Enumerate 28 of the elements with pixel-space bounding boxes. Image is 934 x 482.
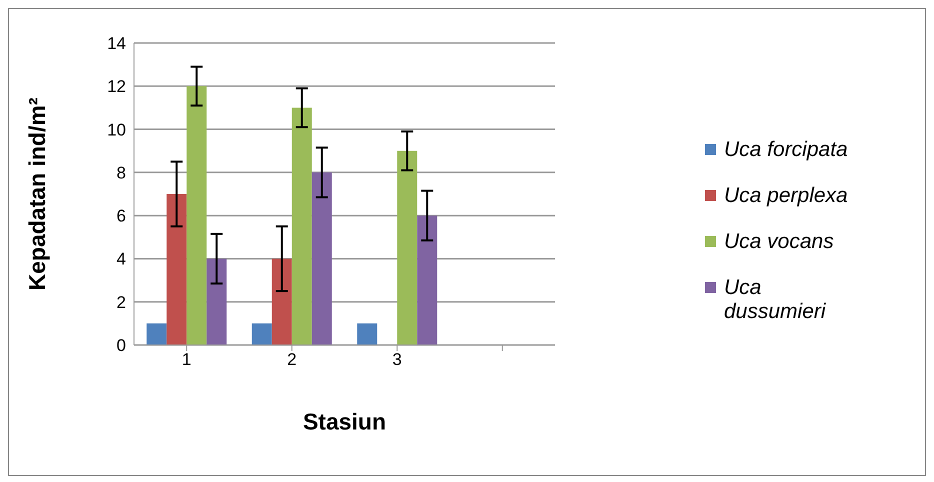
bar [397, 150, 418, 345]
y-tick-label: 0 [116, 336, 126, 356]
y-tick-label: 14 [107, 34, 126, 54]
bar [252, 323, 272, 345]
y-tick-label: 4 [116, 250, 126, 269]
y-tick-label: 2 [116, 292, 126, 312]
legend-label: Uca vocans [724, 230, 835, 254]
y-axis-title: Kepadatan ind/m² [24, 97, 50, 290]
y-tick-label: 6 [116, 206, 126, 226]
bar [206, 258, 227, 345]
bar [292, 108, 312, 345]
legend-label: Uca perplexa [724, 184, 849, 208]
bar [417, 216, 438, 345]
bar [186, 86, 207, 345]
bar [272, 258, 292, 345]
x-axis-title: Stasiun [302, 408, 386, 434]
bar [357, 323, 378, 345]
legend-label: Uca forcipata [724, 138, 849, 162]
x-tick-label: 3 [392, 350, 402, 370]
legend-label: Uca dussumieri [724, 276, 827, 324]
y-tick-label: 8 [116, 163, 126, 182]
bar [166, 194, 187, 345]
bar [146, 323, 167, 345]
bar [312, 172, 332, 345]
y-tick-label: 12 [107, 77, 126, 96]
x-tick-label: 1 [182, 350, 192, 370]
x-tick-label: 2 [287, 350, 297, 370]
y-tick-label: 10 [107, 120, 126, 140]
